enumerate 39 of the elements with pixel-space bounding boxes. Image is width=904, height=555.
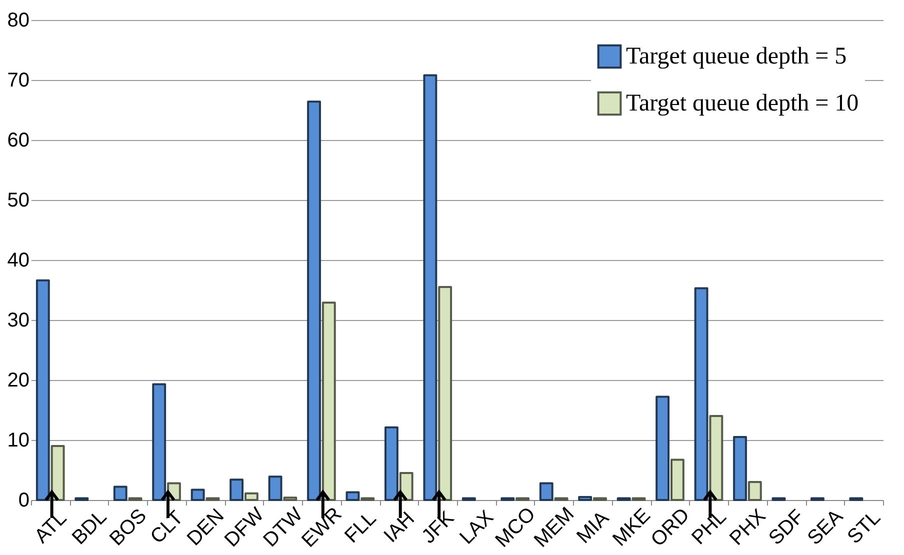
x-tick-label: ATL: [30, 507, 72, 548]
bar: [244, 492, 258, 501]
y-tick-label: 0: [18, 490, 30, 512]
bar: [748, 481, 762, 501]
y-tick-label: 70: [7, 70, 30, 92]
bar: [268, 476, 282, 501]
bar: [283, 496, 298, 501]
bar: [307, 100, 321, 501]
y-tick-label: 50: [7, 190, 30, 212]
legend-label: Target queue depth = 10: [626, 90, 859, 116]
bar: [230, 478, 244, 501]
y-tick-label: 20: [7, 370, 30, 392]
x-tick-label: JFK: [418, 506, 459, 548]
bar: [384, 426, 398, 501]
y-tick-label: 30: [7, 310, 30, 332]
legend-label: Target queue depth = 5: [626, 44, 847, 70]
y-tick-label: 60: [7, 130, 30, 152]
y-tick-label: 10: [7, 430, 30, 452]
bar: [578, 496, 592, 501]
y-tick-label: 80: [7, 10, 30, 32]
bar: [539, 482, 554, 501]
bar: [438, 286, 452, 501]
bar: [656, 396, 670, 501]
bar: [190, 488, 205, 501]
x-tick-label: CLT: [146, 506, 188, 548]
bar: [152, 383, 166, 501]
bar: [322, 302, 336, 501]
bar: [50, 445, 65, 501]
bar: [113, 486, 128, 501]
bar: [709, 415, 724, 501]
x-tick-label: IAH: [380, 508, 419, 548]
y-tick-label: 40: [7, 250, 30, 272]
x-tick-label: FLL: [340, 508, 381, 548]
bar: [346, 491, 360, 501]
bar: [733, 436, 747, 501]
bar: [36, 279, 50, 501]
bar: [423, 74, 438, 501]
bar: [694, 287, 708, 501]
bar: [670, 458, 684, 501]
